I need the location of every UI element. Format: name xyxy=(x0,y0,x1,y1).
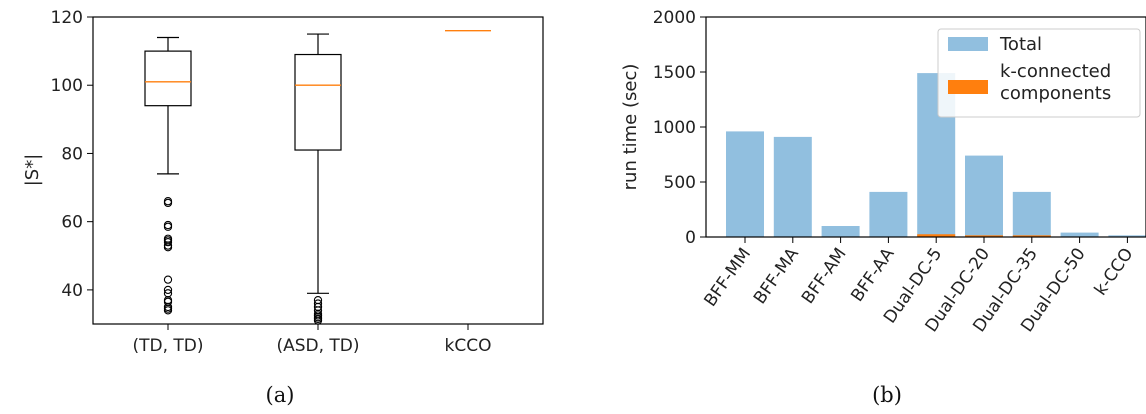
legend-label-total: Total xyxy=(999,34,1042,55)
y-tick-label: 0 xyxy=(685,228,696,248)
outlier-point xyxy=(163,237,173,247)
outlier-point xyxy=(163,306,173,315)
bar-total-dual-dc-20 xyxy=(965,155,1003,237)
boxplot-x-ticks: (TD, TD) (ASD, TD) kCCO xyxy=(132,324,491,356)
bar-chart-panel: 0 500 1000 1500 2000 BFF-MMBFF-MABFF-AMBFF-A… xyxy=(620,8,1146,407)
outlier-point xyxy=(163,243,173,252)
y-tick-label: 500 xyxy=(664,173,696,193)
box-td-td xyxy=(144,36,192,315)
box-iqr xyxy=(294,53,342,151)
bar-total-bff-am xyxy=(821,226,860,237)
x-tick-label: kCCO xyxy=(445,336,492,356)
legend-box xyxy=(937,28,1141,118)
boxplot-y-ticks: 40 60 80 100 120 xyxy=(51,8,93,301)
outlier-point xyxy=(313,316,323,325)
outlier-point xyxy=(163,285,173,295)
boxplot-y-axis-label: |S*| xyxy=(22,154,43,187)
bar-k-connected-dual-dc-35 xyxy=(1012,235,1051,237)
y-tick-label: 40 xyxy=(61,281,83,301)
bar-k-connected-dual-dc-5 xyxy=(917,234,956,237)
legend-label-line: k-connected xyxy=(1000,61,1111,82)
bar-chart-y-ticks: 0 500 1000 1500 2000 xyxy=(653,8,706,248)
bar-chart-legend: Total k-connected components xyxy=(937,28,1141,118)
x-tick-label: BFF-AM xyxy=(798,244,851,307)
x-tick-label: (ASD, TD) xyxy=(276,336,359,356)
bar-chart-y-axis-label: run time (sec) xyxy=(620,64,641,191)
bar-chart-x-ticks: BFF-MMBFF-MABFF-AMBFF-AADual-DC-5Dual-DC… xyxy=(700,237,1137,336)
outlier-point xyxy=(163,295,173,305)
box-iqr xyxy=(144,50,192,107)
boxplot-boxes xyxy=(144,29,491,325)
y-tick-label: 1500 xyxy=(653,63,696,83)
outlier-point xyxy=(163,197,173,206)
bar-k-connected-dual-dc-20 xyxy=(965,235,1003,237)
bar-chart-bars xyxy=(726,73,1146,237)
bar-total-bff-aa xyxy=(869,191,908,237)
bar-total-k-cco xyxy=(1108,235,1146,237)
y-tick-label: 100 xyxy=(51,76,83,96)
y-tick-label: 2000 xyxy=(653,8,696,28)
outlier-point xyxy=(163,304,173,313)
bar-chart-caption: (b) xyxy=(872,383,902,407)
bar-total-dual-dc-35 xyxy=(1012,191,1051,237)
y-tick-label: 80 xyxy=(61,144,83,164)
y-tick-label: 60 xyxy=(61,213,83,233)
outlier-point xyxy=(163,222,173,231)
bar-total-bff-mm xyxy=(726,131,764,237)
x-tick-label: k-CCO xyxy=(1091,244,1138,299)
x-tick-label: BFF-AA xyxy=(847,244,898,306)
legend-swatch-k-connected xyxy=(948,80,988,94)
legend-label-k-connected: k-connected components xyxy=(1000,61,1111,104)
x-tick-label: BFF-MA xyxy=(750,244,803,308)
bar-total-dual-dc-50 xyxy=(1060,232,1099,237)
x-tick-label: (TD, TD) xyxy=(132,336,203,356)
bar-total-bff-ma xyxy=(773,136,812,237)
outlier-point xyxy=(163,275,173,284)
boxplot-caption: (a) xyxy=(266,383,295,407)
legend-label-line: components xyxy=(1000,83,1111,104)
outlier-point xyxy=(163,198,173,208)
y-tick-label: 120 xyxy=(51,8,83,28)
y-tick-label: 1000 xyxy=(653,118,696,138)
legend-swatch-total xyxy=(948,37,988,51)
x-tick-label: BFF-MM xyxy=(700,244,755,310)
box-asd-td xyxy=(294,33,342,325)
outlier-point xyxy=(163,220,173,230)
